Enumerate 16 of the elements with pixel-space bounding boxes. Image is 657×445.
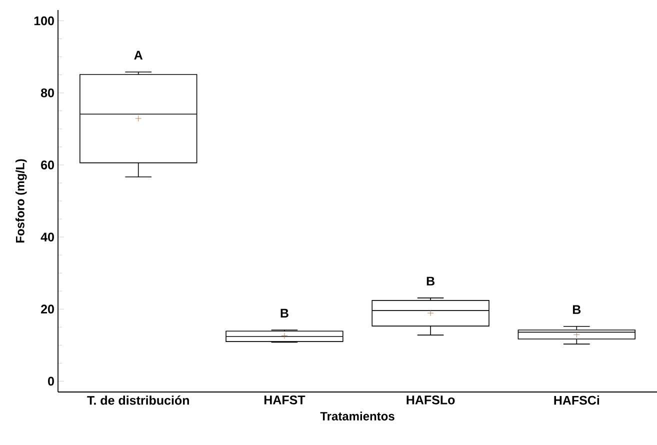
x-tick-label: HAFSCi xyxy=(554,396,600,405)
y-tick-label: 40 xyxy=(40,232,54,242)
x-tick-label: T. de distribución xyxy=(87,396,189,405)
annotation: A xyxy=(134,50,143,60)
y-tick-label: 80 xyxy=(40,88,54,98)
y-tick-label: 60 xyxy=(41,160,54,170)
annotation: B xyxy=(426,276,434,286)
y-tick-label: 0 xyxy=(48,376,54,386)
annotation: B xyxy=(280,308,288,318)
x-tick-label: HAFSLo xyxy=(406,396,455,404)
x-tick-label: HAFST xyxy=(264,396,306,404)
x-axis-title: Tratamientos xyxy=(320,412,394,420)
y-axis-title: Fosforo (mg/L) xyxy=(16,159,27,243)
annotation: B xyxy=(572,305,581,314)
y-tick-label: 100 xyxy=(34,16,54,26)
y-tick-label: 20 xyxy=(41,304,54,314)
